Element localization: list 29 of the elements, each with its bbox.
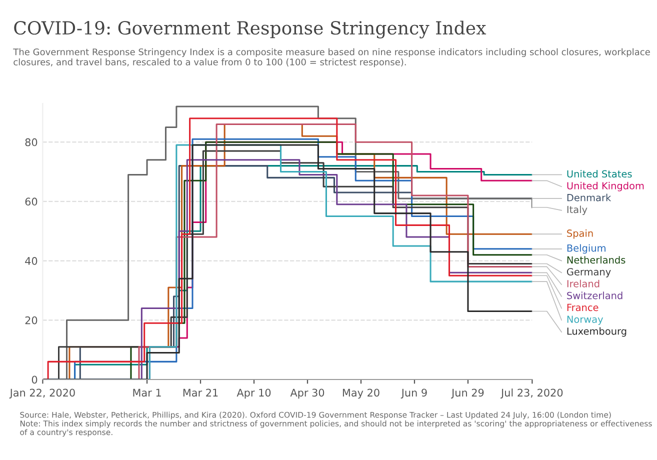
text: United States xyxy=(567,170,632,178)
x-tick-label: Mar 1 xyxy=(133,388,161,397)
text: Luxembourg xyxy=(567,327,626,337)
x-tick-label: Apr 30 xyxy=(290,388,324,399)
x-tick-label: Jun 9 xyxy=(400,388,427,399)
chart-subtitle: The Government Response Stringency Index is a composite measure based on nine response indicators including school closures, workplace closures, and travel bans, rescaled to a value from 0 to 100 (100 = strictest response). xyxy=(13,48,650,68)
text: France xyxy=(567,304,598,312)
x-tick-label: Apr 10 xyxy=(236,388,271,399)
text: United Kingdom xyxy=(567,182,644,192)
y-tick-label: 60 xyxy=(25,198,38,206)
y-tick-label: 0 xyxy=(32,376,38,384)
y-tick-label: 40 xyxy=(25,257,38,265)
x-tick-label: Jul 23, 2020 xyxy=(500,388,563,399)
text: Germany xyxy=(566,268,611,278)
y-tick-label: 20 xyxy=(25,316,38,324)
x-tick-label: May 20 xyxy=(342,388,380,399)
text: Ireland xyxy=(567,280,600,288)
text: Netherlands xyxy=(567,256,626,264)
text: Spain xyxy=(567,229,593,239)
text: Belgium xyxy=(567,244,606,254)
chart-title: COVID-19: Government Response Stringency Index xyxy=(14,20,486,38)
text: Italy xyxy=(567,206,588,216)
text: Switzerland xyxy=(567,292,622,300)
x-tick-label: Jun 29 xyxy=(451,388,484,399)
text: Norway xyxy=(567,316,604,325)
x-tick-label: Jan 22, 2020 xyxy=(9,388,75,399)
y-tick-label: 80 xyxy=(25,138,38,146)
x-tick-label: Mar 21 xyxy=(183,388,218,397)
text: Denmark xyxy=(567,194,612,202)
